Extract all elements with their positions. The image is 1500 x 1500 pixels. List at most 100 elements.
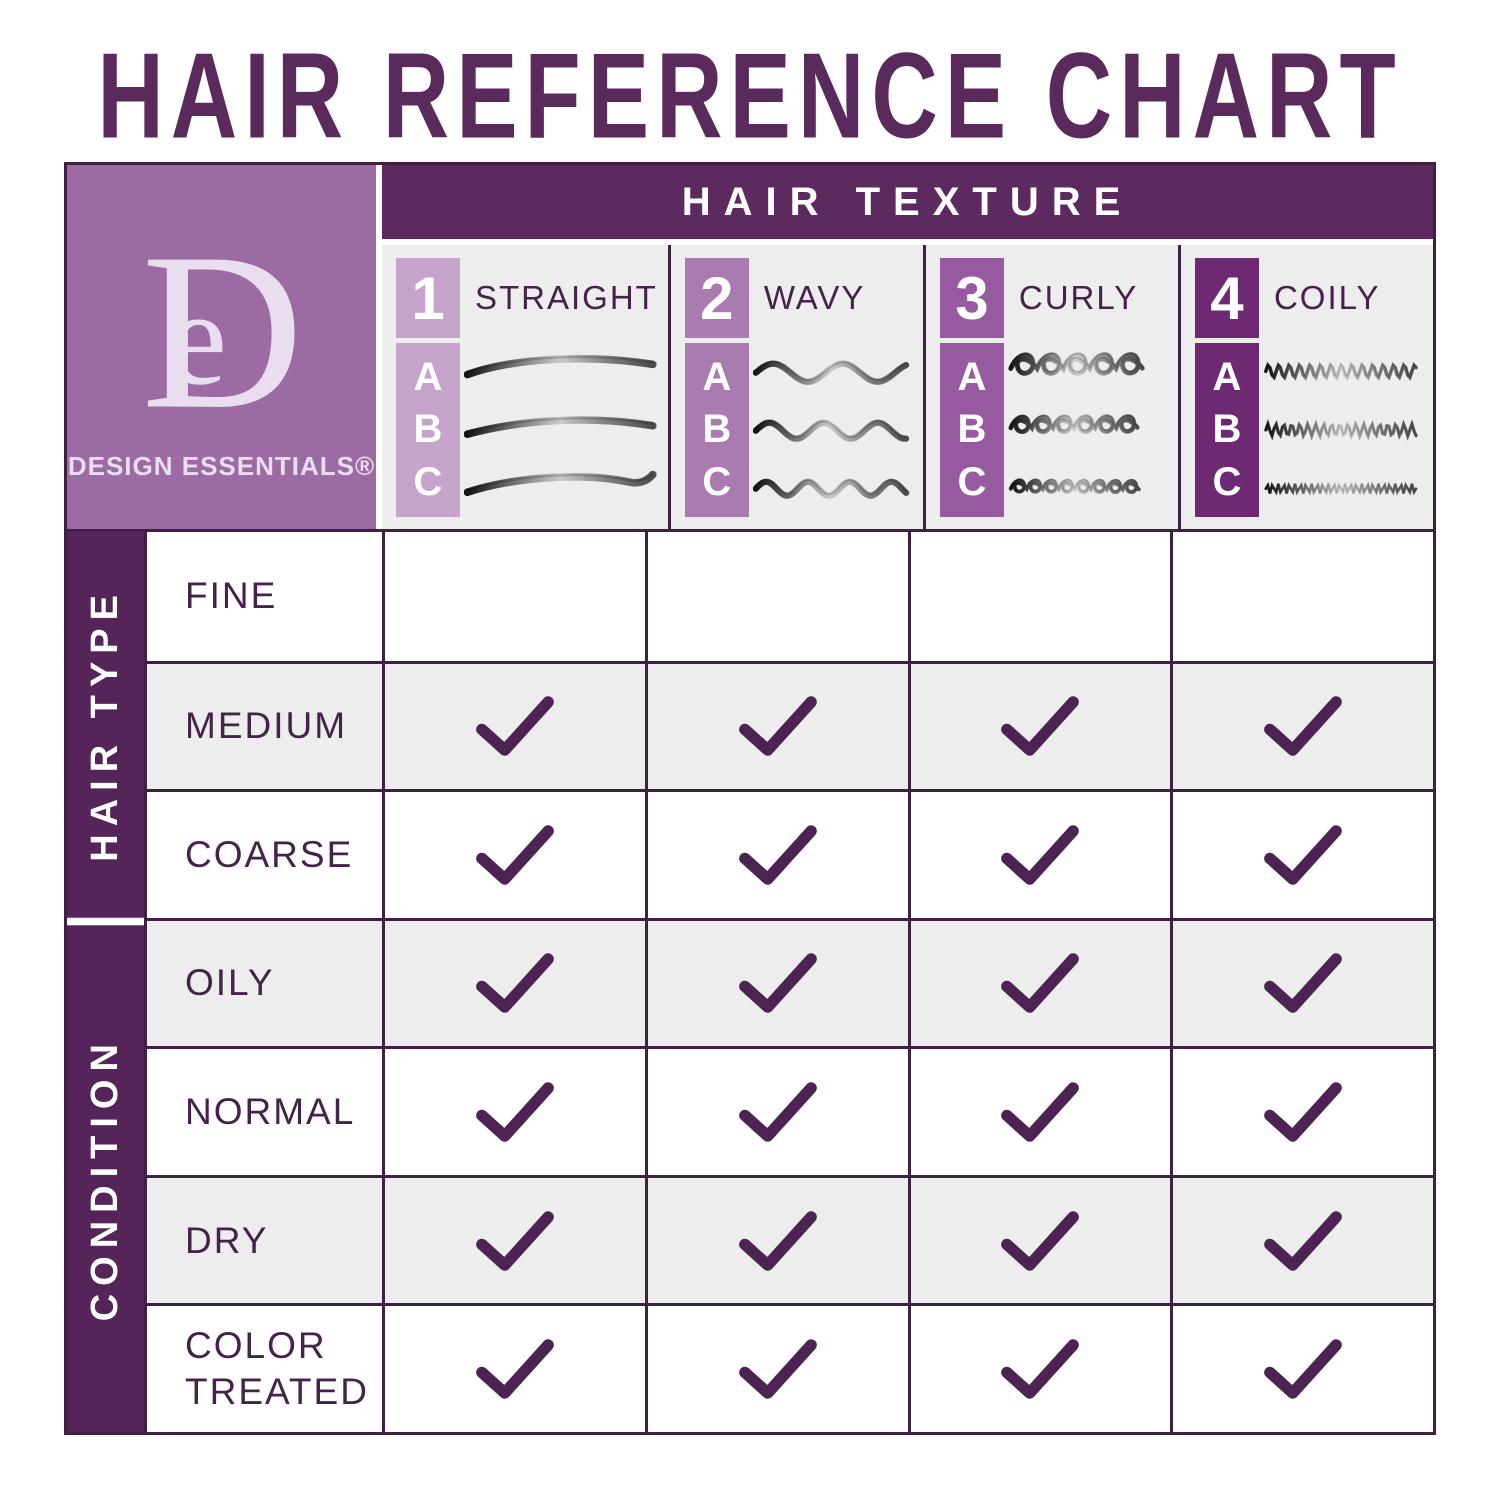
texture-title-row: 4 COILY (1194, 258, 1423, 338)
wavy-hair-strand-illustration (752, 478, 910, 499)
cell-dry-texture-1 (382, 1174, 645, 1304)
texture-number-badge: 1 (396, 258, 460, 338)
cell-color-treated-texture-4 (1170, 1303, 1433, 1432)
brand-name: DESIGN ESSENTIALS® (67, 450, 376, 481)
texture-number-badge: 2 (684, 258, 749, 338)
cell-normal-texture-4 (1170, 1046, 1433, 1175)
subtype-letter: B (702, 407, 732, 452)
subtype-letter: A (1212, 354, 1242, 399)
straight-hair-strand-illustration (464, 354, 657, 379)
wavy-hair-strand-illustration (752, 360, 910, 385)
curly-hair-strand-illustration (1008, 478, 1141, 494)
logo-letter-e: e (166, 263, 226, 413)
cell-medium-texture-1 (382, 660, 645, 790)
checkmark-icon (1264, 825, 1342, 885)
hair-strand-samples (460, 343, 658, 517)
cell-oily-texture-1 (382, 917, 645, 1047)
checkmark-icon (476, 1339, 554, 1399)
checkmark-icon (1001, 953, 1080, 1014)
row-label-normal: NORMAL (144, 1046, 382, 1175)
checkmark-icon (1264, 953, 1342, 1014)
checkmark-icon (1001, 1339, 1080, 1399)
cell-medium-texture-3 (907, 660, 1171, 790)
cell-fine-texture-1 (382, 532, 645, 661)
cell-fine-texture-3 (907, 532, 1171, 661)
texture-number-badge: 4 (1194, 258, 1259, 338)
subtype-letter: A (957, 354, 987, 399)
subtype-letter: A (702, 354, 732, 399)
subtype-letter: B (1212, 407, 1242, 452)
cell-coarse-texture-3 (907, 789, 1171, 918)
row-label-oily: OILY (144, 917, 382, 1047)
row-label-medium: MEDIUM (144, 660, 382, 790)
texture-label: WAVY (763, 279, 866, 316)
checkmark-icon (1264, 696, 1342, 757)
checkmark-icon (738, 825, 817, 885)
table-header: D e DESIGN ESSENTIALS® HAIR TEXTURE 1 ST… (67, 165, 1433, 529)
checkmark-icon (738, 1082, 817, 1142)
checkmark-icon (476, 696, 554, 757)
texture-title-row: 2 WAVY (684, 258, 913, 338)
checkmark-icon (476, 1210, 554, 1271)
cell-dry-texture-2 (644, 1174, 908, 1304)
page-title: HAIR REFERENCE CHART (97, 29, 1403, 164)
checkmark-icon (738, 1210, 817, 1271)
checkmark-icon (1264, 1339, 1342, 1399)
row-label-fine: FINE (144, 532, 382, 661)
cell-oily-texture-3 (907, 917, 1171, 1047)
subtype-letter: C (413, 460, 443, 505)
hair-strand-samples (1004, 343, 1168, 517)
curly-hair-strand-illustration (1008, 414, 1140, 434)
checkmark-icon (1264, 1082, 1342, 1142)
cell-color-treated-texture-3 (907, 1303, 1171, 1432)
brand-logo-block: D e DESIGN ESSENTIALS® (67, 165, 376, 529)
row-label-dry: DRY (144, 1174, 382, 1304)
table-body: HAIR TYPE FINE MEDIUM COARSE CONDITION OILY… (67, 529, 1433, 1432)
texture-label: STRAIGHT (475, 279, 658, 316)
design-essentials-logo-icon: D e (141, 219, 303, 449)
texture-title-row: 3 CURLY (939, 258, 1168, 338)
cell-fine-texture-2 (644, 532, 908, 661)
checkmark-icon (1264, 1210, 1342, 1271)
checkmark-icon (1001, 1082, 1080, 1142)
hair-strand-samples (1259, 343, 1423, 517)
group-label-hair-type: HAIR TYPE (67, 532, 144, 918)
subtype-letter: A (413, 354, 443, 399)
texture-label: CURLY (1018, 279, 1139, 316)
hair-strand-samples (749, 343, 913, 517)
straight-hair-strand-illustration (464, 470, 657, 497)
coily-hair-strand-illustration (1264, 419, 1418, 441)
cell-normal-texture-2 (644, 1046, 908, 1175)
coily-hair-strand-illustration (1264, 481, 1418, 496)
hair-texture-header: HAIR TEXTURE (382, 165, 1433, 239)
subtype-letter: B (957, 407, 987, 452)
checkmark-icon (476, 953, 554, 1014)
group-label-condition: CONDITION (67, 917, 144, 1432)
cell-normal-texture-1 (382, 1046, 645, 1175)
checkmark-icon (476, 825, 554, 885)
texture-title-row: 1 STRAIGHT (396, 258, 658, 338)
checkmark-icon (1001, 1210, 1080, 1271)
texture-label: COILY (1273, 279, 1381, 316)
texture-number-badge: 3 (939, 258, 1004, 338)
cell-coarse-texture-1 (382, 789, 645, 918)
cell-coarse-texture-4 (1170, 789, 1433, 918)
wavy-hair-strand-illustration (752, 419, 910, 442)
coily-hair-strand-illustration (1263, 361, 1418, 381)
row-label-coarse: COARSE (144, 789, 382, 918)
cell-dry-texture-4 (1170, 1174, 1433, 1304)
cell-medium-texture-4 (1170, 660, 1433, 790)
